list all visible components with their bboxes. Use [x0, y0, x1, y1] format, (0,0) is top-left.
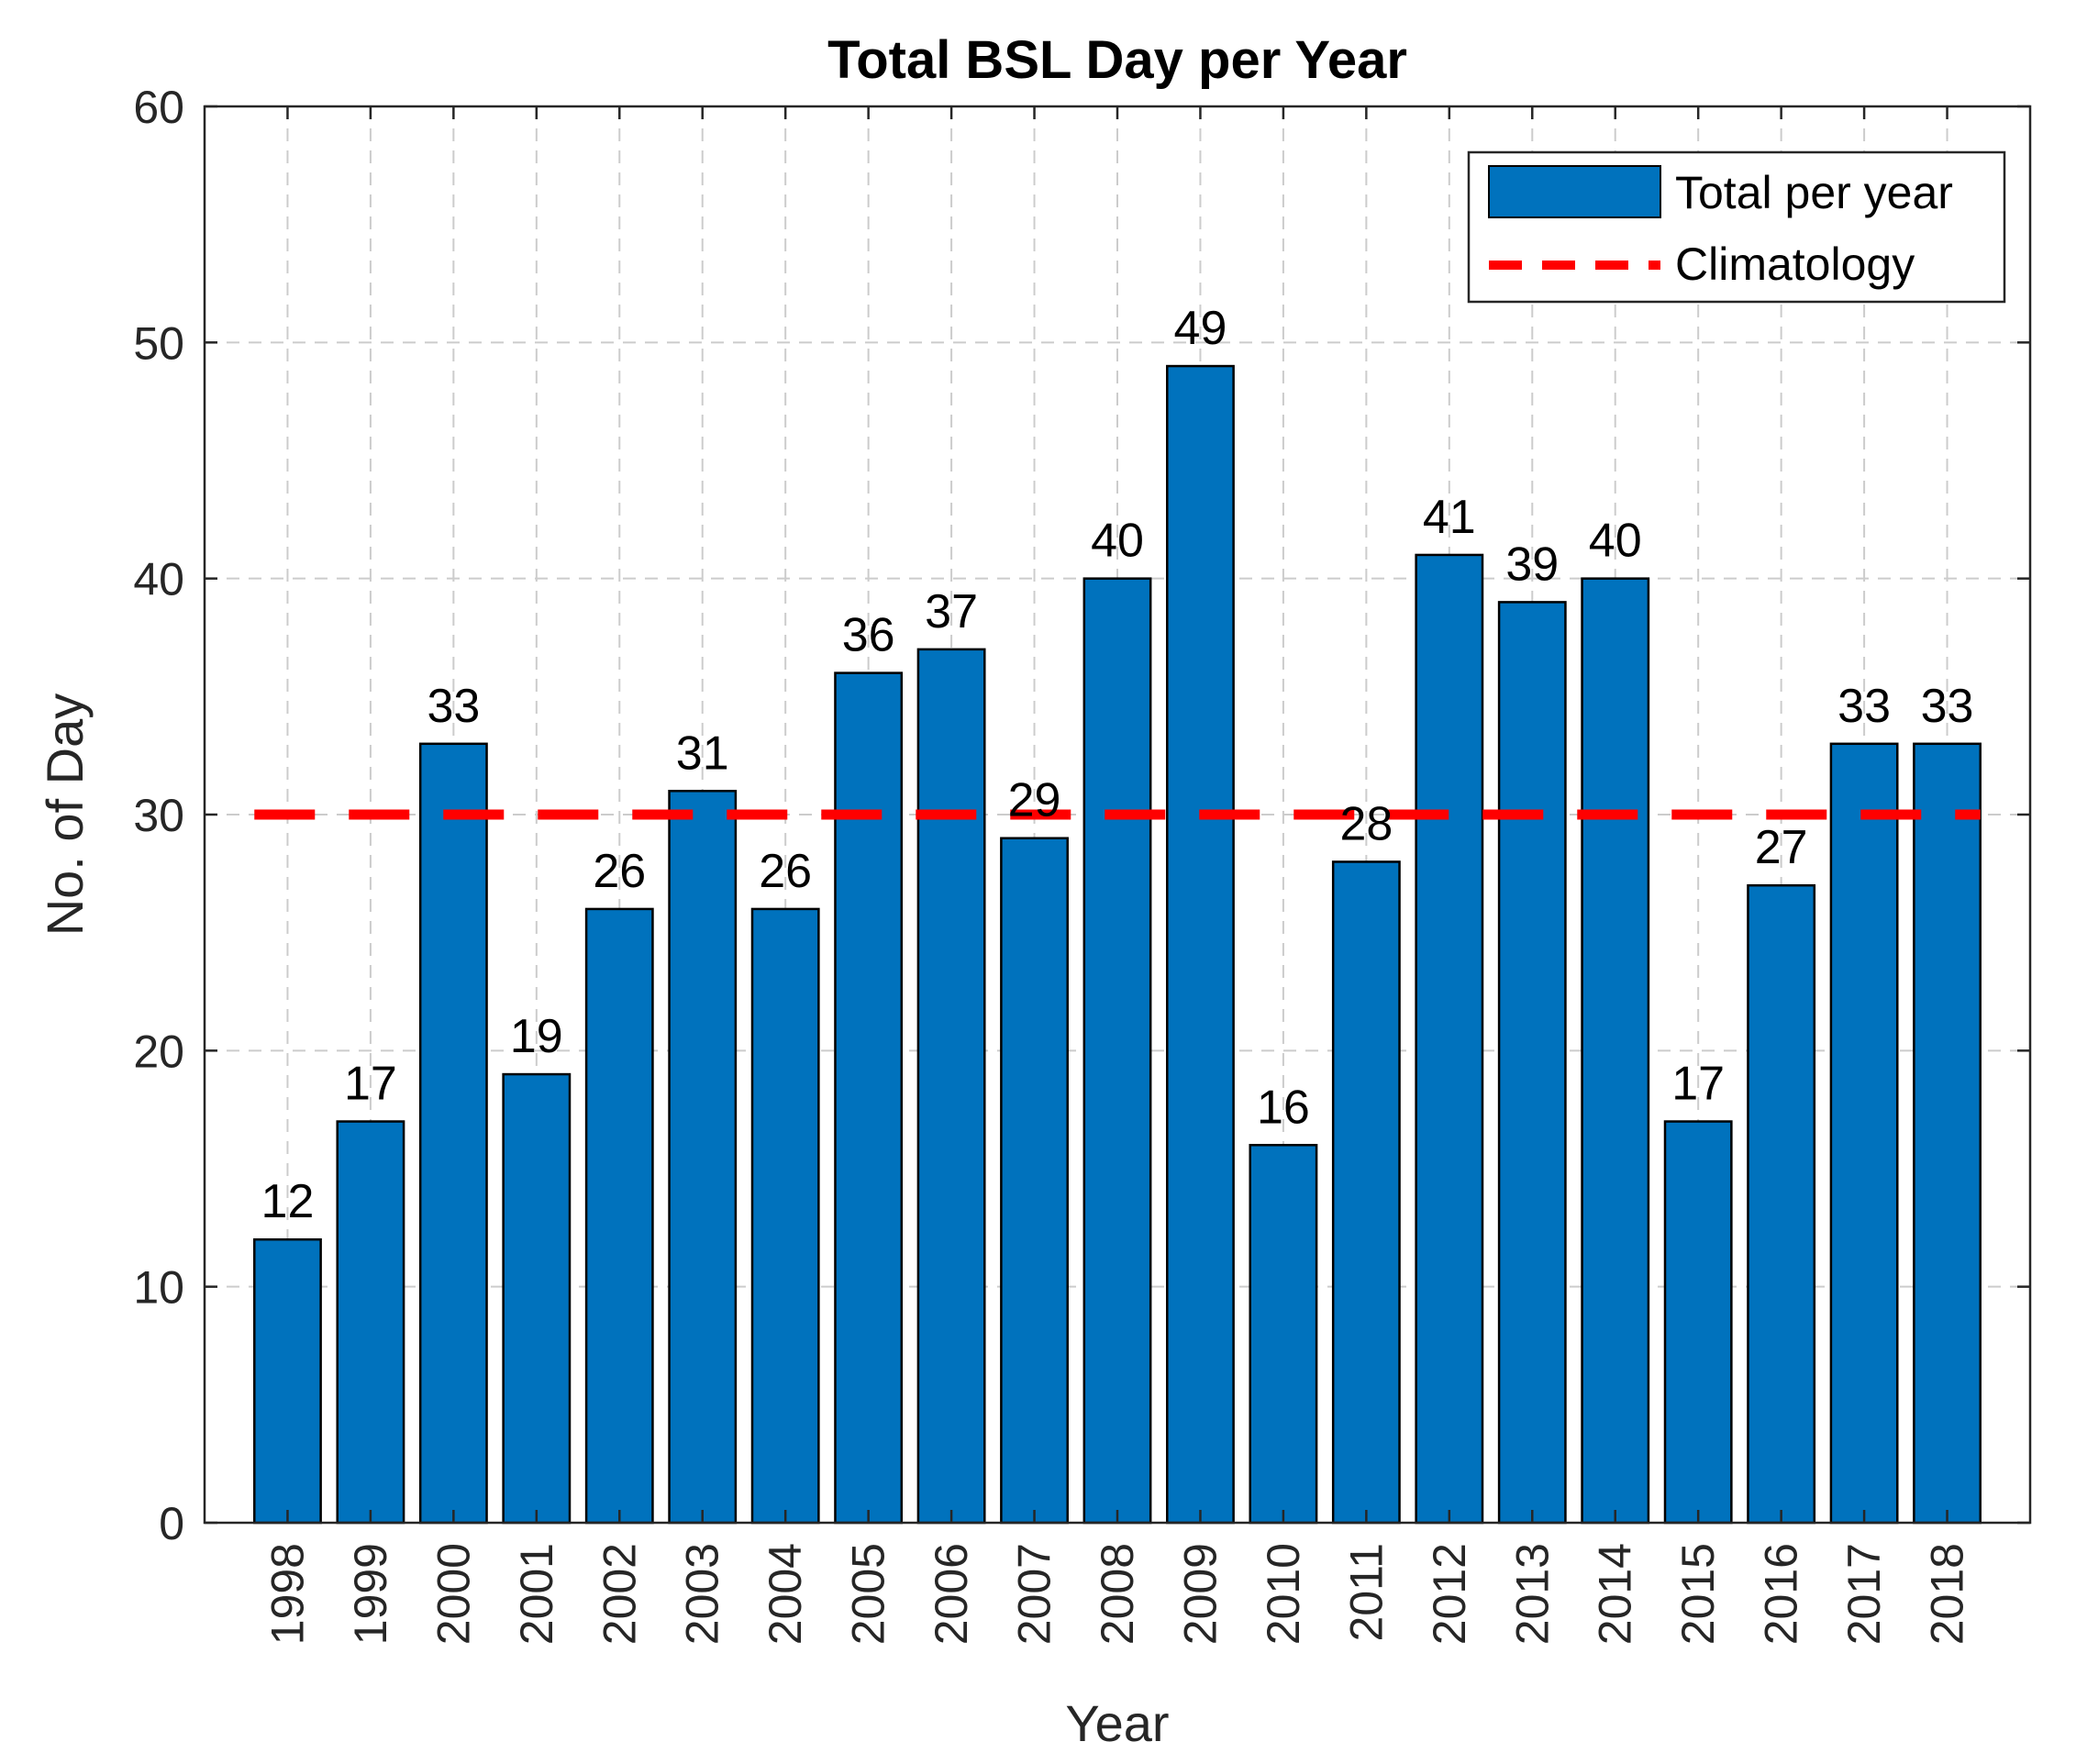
bar-2015 [1663, 1120, 1733, 1525]
x-tick-label-2016: 2016 [1756, 1543, 1807, 1645]
data-label-2003: 31 [676, 727, 729, 780]
x-tick-label-2013: 2013 [1506, 1543, 1558, 1645]
bar-2018 [1913, 742, 1982, 1525]
x-tick-label-2009: 2009 [1174, 1543, 1226, 1645]
x-tick-label-2010: 2010 [1258, 1543, 1309, 1645]
data-label-2012: 41 [1423, 491, 1476, 544]
data-label-2013: 39 [1505, 538, 1559, 591]
data-label-2010: 16 [1257, 1081, 1310, 1134]
y-tick-label: 20 [133, 1026, 184, 1077]
bar-2004 [750, 907, 820, 1525]
bar-2009 [1166, 364, 1235, 1525]
x-tick-label-1999: 1999 [345, 1543, 396, 1645]
x-tick-label-2014: 2014 [1590, 1543, 1641, 1645]
x-tick-label-2000: 2000 [427, 1543, 479, 1645]
legend-label-total-per-year: Total per year [1675, 167, 1953, 218]
x-tick-label-2017: 2017 [1838, 1543, 1890, 1645]
y-tick-label: 0 [159, 1498, 184, 1549]
data-label-2018: 33 [1921, 680, 1974, 733]
chart-title: Total BSL Day per Year [827, 30, 1407, 90]
bar-2008 [1082, 577, 1152, 1525]
x-tick-label-2003: 2003 [677, 1543, 728, 1645]
x-tick-label-2001: 2001 [511, 1543, 562, 1645]
data-label-2015: 17 [1671, 1058, 1725, 1111]
data-label-2008: 40 [1091, 515, 1144, 568]
data-label-2004: 26 [759, 845, 812, 898]
x-tick-label-2012: 2012 [1424, 1543, 1475, 1645]
y-tick-label: 10 [133, 1262, 184, 1314]
bar-2007 [1000, 837, 1069, 1525]
data-label-2016: 27 [1755, 821, 1808, 874]
x-tick-label-2006: 2006 [926, 1543, 977, 1645]
x-tick-label-2002: 2002 [594, 1543, 645, 1645]
y-tick-label: 60 [133, 82, 184, 133]
data-label-1998: 12 [261, 1175, 315, 1228]
data-label-2011: 28 [1339, 797, 1393, 850]
data-label-2009: 49 [1174, 302, 1227, 355]
legend-bar-swatch [1488, 165, 1661, 218]
legend: Total per year Climatology [1467, 150, 2006, 304]
bar-2017 [1829, 742, 1899, 1525]
x-tick-label-2007: 2007 [1009, 1543, 1060, 1645]
data-label-2006: 37 [925, 585, 978, 638]
x-tick-label-2015: 2015 [1672, 1543, 1724, 1645]
axis-ticks: 0 10 20 30 40 50 60 1998 1999 2000 2001 2002 2003 200… [133, 82, 2030, 1645]
bar-2012 [1415, 553, 1484, 1525]
legend-label-climatology: Climatology [1675, 239, 1915, 290]
x-axis-label: Year [1065, 1694, 1169, 1752]
bar-2000 [418, 742, 488, 1525]
bar-1998 [253, 1237, 322, 1525]
data-label-2014: 40 [1589, 515, 1642, 568]
bar-2013 [1497, 601, 1567, 1525]
data-label-1999: 17 [344, 1058, 397, 1111]
bar-2006 [916, 648, 986, 1525]
x-tick-label-2005: 2005 [843, 1543, 894, 1645]
bar-2001 [502, 1072, 572, 1525]
bar-2016 [1747, 883, 1816, 1525]
bar-2010 [1249, 1144, 1318, 1525]
y-axis-label: No. of Day [36, 693, 94, 937]
y-tick-label: 30 [133, 790, 184, 841]
bar-2003 [668, 790, 738, 1525]
data-labels: 12 17 33 19 26 31 26 36 37 29 40 49 16 28 41 39 40 17 27 33… [261, 302, 1974, 1228]
bar-2011 [1331, 860, 1401, 1525]
x-tick-label-2008: 2008 [1092, 1543, 1143, 1645]
data-label-2000: 33 [427, 680, 480, 733]
bar-2002 [584, 907, 654, 1525]
data-label-2017: 33 [1837, 680, 1891, 733]
x-tick-label-2011: 2011 [1340, 1543, 1392, 1642]
bar-2005 [834, 671, 904, 1525]
data-label-2002: 26 [593, 845, 646, 898]
x-tick-label-2004: 2004 [760, 1543, 811, 1645]
y-tick-label: 50 [133, 317, 184, 369]
data-label-2005: 36 [842, 609, 895, 662]
y-tick-label: 40 [133, 554, 184, 605]
data-label-2001: 19 [510, 1010, 563, 1063]
bar-2014 [1581, 577, 1650, 1525]
bar-1999 [336, 1120, 405, 1525]
x-tick-label-2018: 2018 [1922, 1543, 1973, 1645]
data-label-2007: 29 [1008, 774, 1061, 827]
x-tick-label-1998: 1998 [261, 1543, 313, 1645]
